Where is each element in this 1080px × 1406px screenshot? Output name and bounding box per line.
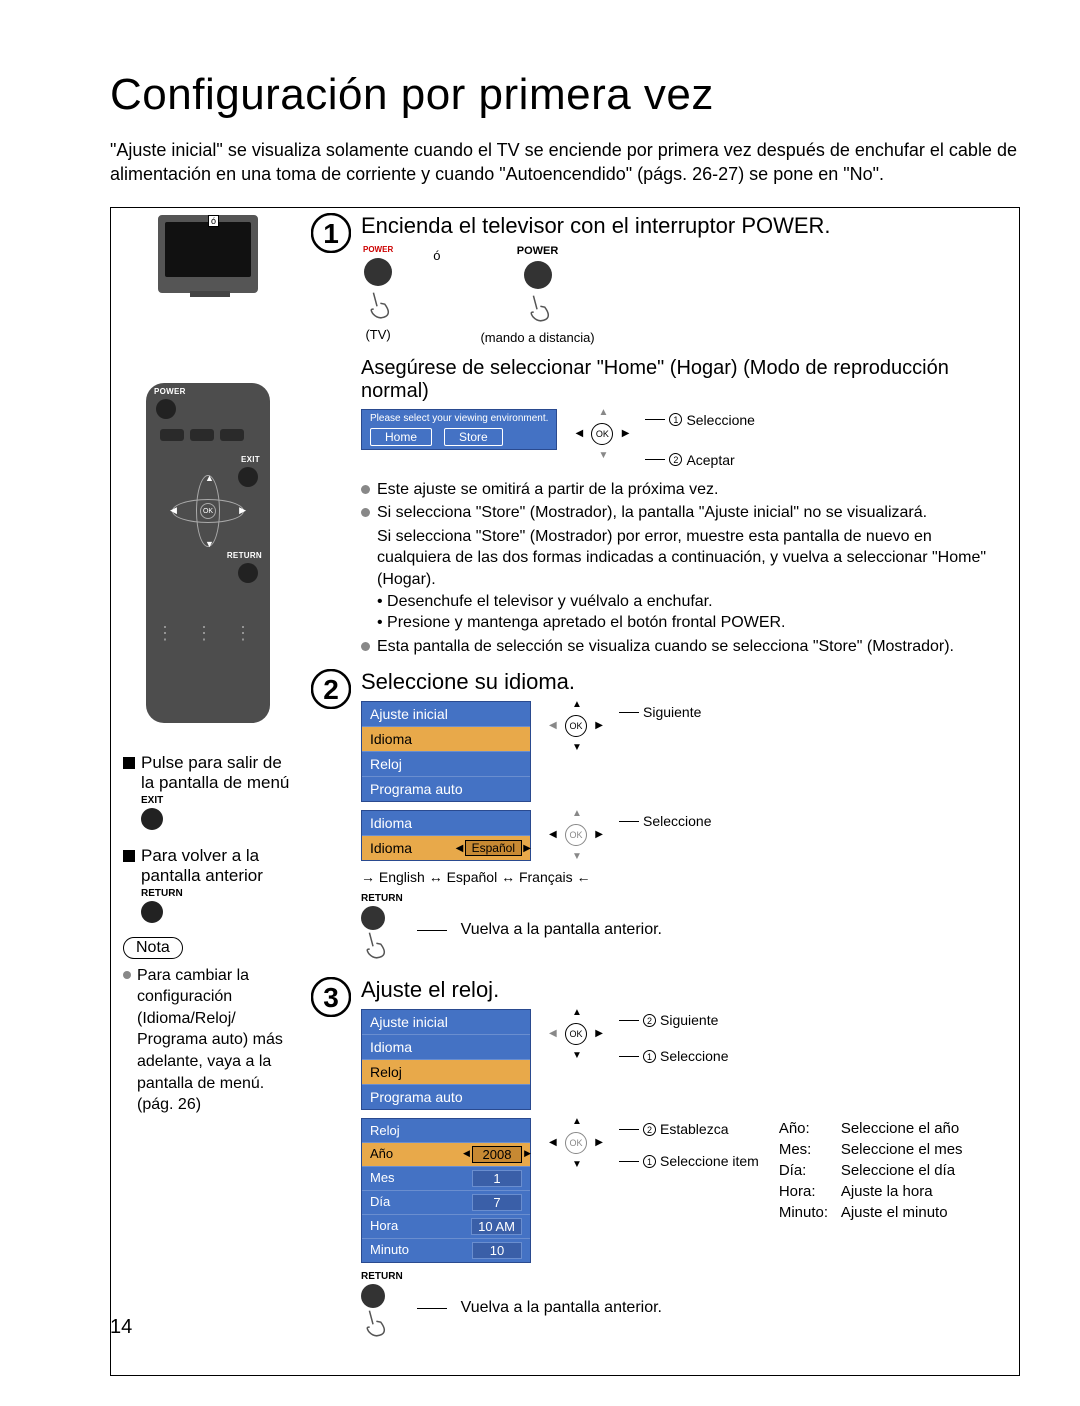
step1-bullet-3: Esta pantalla de selección se visualiza … <box>361 636 1007 658</box>
language-menu: Idioma Idioma ◀Español▶ <box>361 810 531 861</box>
step1-bullet-2-sub: Si selecciona "Store" (Mostrador) por er… <box>377 526 1007 591</box>
remote-illustration: POWER EXIT OK ▲▼◀▶ RETURN ⋮ ⋮ ⋮ <box>146 383 270 723</box>
clock-row-day[interactable]: Día7 <box>362 1190 530 1214</box>
svg-text:1: 1 <box>323 218 339 249</box>
step2-return: RETURN Vuelva a la pantalla anterior. <box>361 893 1007 967</box>
power-remote: POWER (mando a distancia) <box>480 245 594 345</box>
press-hand-icon <box>361 287 394 325</box>
return-note: Para volver a la pantalla anterior <box>123 846 293 886</box>
clock-row-minute[interactable]: Minuto10 <box>362 1238 530 1262</box>
svg-text:2: 2 <box>323 674 339 705</box>
home-option[interactable]: Home <box>370 428 432 446</box>
store-option[interactable]: Store <box>444 428 503 446</box>
exit-note: Pulse para salir de la pantalla de menú <box>123 753 293 793</box>
intro-text: "Ajuste inicial" se visualiza solamente … <box>110 138 1020 187</box>
menu-item-programa[interactable]: Programa auto <box>362 1084 530 1109</box>
exit-mini-label: EXIT <box>141 795 293 806</box>
menu-item-programa[interactable]: Programa auto <box>362 776 530 801</box>
step-2: 2 Seleccione su idioma. Ajuste inicial I… <box>311 669 1007 967</box>
remote-exit-label: EXIT <box>241 455 260 464</box>
clock-menu: Reloj Año◀2008▶ Mes1 Día7 Hora10 AM Minu… <box>361 1118 531 1263</box>
exit-mini-button <box>141 808 163 830</box>
select-item-label: 1Seleccione item <box>619 1153 759 1169</box>
page-title: Configuración por primera vez <box>110 70 1020 120</box>
remote-dpad: OK ▲▼◀▶ <box>172 475 244 547</box>
nota-bullet: Para cambiar la configuración (Idioma/Re… <box>123 965 293 1116</box>
next-label: 2Siguiente <box>619 1012 729 1028</box>
step2-title: Seleccione su idioma. <box>361 669 1007 695</box>
ok-pad-icon: ▲▼ ◀▶ OK <box>551 1009 601 1059</box>
return-mini-label: RETURN <box>141 888 293 899</box>
return-mini-button <box>141 901 163 923</box>
page-number: 14 <box>110 1316 132 1339</box>
step3-title: Ajuste el reloj. <box>361 977 1007 1003</box>
step1-bullet-2: Si selecciona "Store" (Mostrador), la pa… <box>361 502 1007 524</box>
menu-item-reloj[interactable]: Reloj <box>362 1059 530 1084</box>
environment-osd: Please select your viewing environment. … <box>361 409 557 450</box>
step1-bullet-2-sub1: Desenchufe el televisor y vuélvalo a enc… <box>377 591 1007 613</box>
ok-pad-icon: ▲▼ ◀▶ OK <box>551 1118 601 1168</box>
ok-pad-icon: ▲▼ ◀▶ OK <box>551 810 601 860</box>
step-3: 3 Ajuste el reloj. Ajuste inicial Idioma… <box>311 977 1007 1345</box>
nota-badge: Nota <box>123 937 183 959</box>
remote-ok-button: OK <box>200 503 216 519</box>
tv-tag: ó <box>208 215 219 227</box>
step1-bullet-1: Este ajuste se omitirá a partir de la pr… <box>361 479 1007 501</box>
ok-pad-icon: ▲▼ ◀▶ OK <box>577 409 627 459</box>
clock-row-month[interactable]: Mes1 <box>362 1166 530 1190</box>
clock-legend: Año:Seleccione el año Mes:Seleccione el … <box>779 1118 963 1223</box>
select-label: 1Seleccione <box>619 1048 729 1064</box>
clock-row-hour[interactable]: Hora10 AM <box>362 1214 530 1238</box>
remote-return-label: RETURN <box>227 551 262 560</box>
step1-title: Encienda el televisor con el interruptor… <box>361 213 1007 239</box>
step1-bullet-2-sub2: Presione y mantenga apretado el botón fr… <box>377 612 1007 634</box>
ok-pad-icon: ▲▼ ◀▶ OK <box>551 701 601 751</box>
clock-row-year[interactable]: Año◀2008▶ <box>362 1142 530 1166</box>
accept-label: 2Aceptar <box>645 452 755 468</box>
initial-setup-menu-2: Ajuste inicial Idioma Reloj Programa aut… <box>361 1009 531 1110</box>
language-row[interactable]: Idioma ◀Español▶ <box>362 835 530 860</box>
left-column: ó POWER EXIT OK ▲▼◀▶ RETURN ⋮ ⋮ ⋮ <box>123 215 293 1116</box>
select-label: Seleccione <box>619 813 712 829</box>
remote-power-button <box>156 399 176 419</box>
initial-setup-menu: Ajuste inicial Idioma Reloj Programa aut… <box>361 701 531 802</box>
next-label: Siguiente <box>619 704 701 720</box>
set-label: 2Establezca <box>619 1121 759 1137</box>
step-number-2-icon: 2 <box>311 669 351 709</box>
tv-illustration: ó <box>158 215 258 293</box>
menu-item-idioma[interactable]: Idioma <box>362 1034 530 1059</box>
step-number-3-icon: 3 <box>311 977 351 1017</box>
menu-item-reloj[interactable]: Reloj <box>362 751 530 776</box>
power-tv: POWER (TV) <box>363 245 393 342</box>
press-hand-icon <box>521 290 554 328</box>
svg-text:3: 3 <box>323 982 339 1013</box>
step-number-1-icon: 1 <box>311 213 351 253</box>
home-mode-title: Asegúrese de seleccionar "Home" (Hogar) … <box>361 357 1007 403</box>
press-hand-icon <box>357 928 390 966</box>
power-or: ó <box>433 248 440 263</box>
step-1: 1 Encienda el televisor con el interrupt… <box>311 213 1007 660</box>
step3-return: RETURN Vuelva a la pantalla anterior. <box>361 1271 1007 1345</box>
select-label: 1Seleccione <box>645 412 755 428</box>
language-cycle: → English ↔ Español ↔ Français ← <box>361 869 1007 885</box>
remote-power-label: POWER <box>154 387 186 396</box>
menu-item-idioma[interactable]: Idioma <box>362 726 530 751</box>
press-hand-icon <box>357 1306 390 1344</box>
remote-return-button <box>238 563 258 583</box>
